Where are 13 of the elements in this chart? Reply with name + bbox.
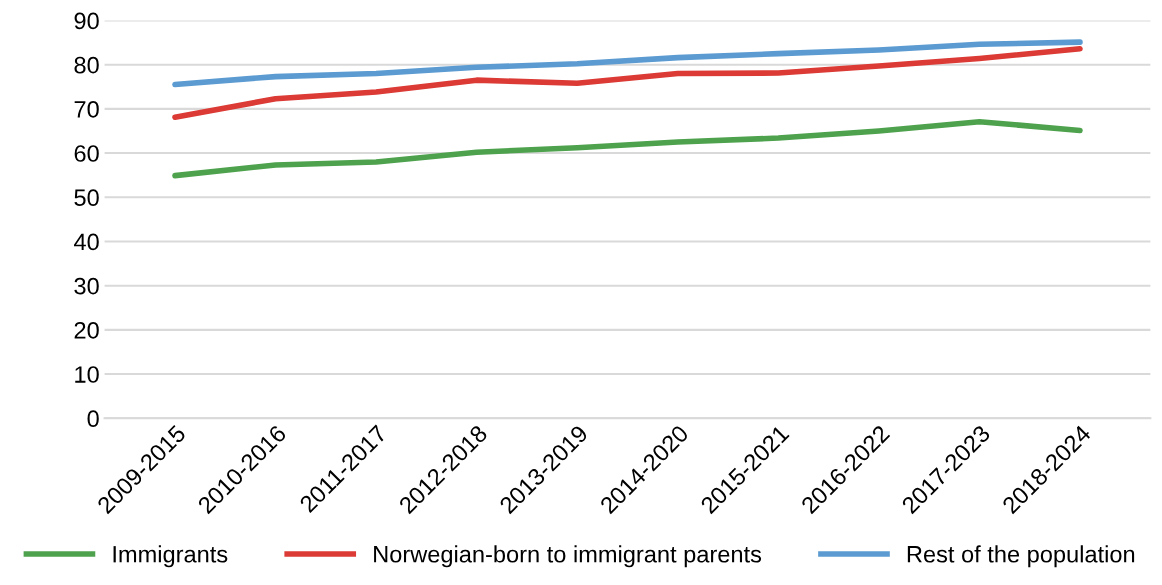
y-tick-label: 50 [74,189,99,207]
y-tick-label: 10 [75,366,99,383]
y-tick-label: 0 [87,410,99,428]
y-tick-label: 20 [74,321,99,339]
y-tick-label: 40 [74,233,99,251]
y-tick-label: 60 [74,145,99,162]
y-tick-label: 80 [74,56,99,74]
y-tick-label: 30 [74,277,99,295]
y-tick-label: 70 [74,100,99,118]
legend-label: Immigrants [113,545,228,568]
y-tick-label: 90 [74,12,99,30]
legend-label: Norwegian-born to immigrant parents [374,545,762,568]
legend-label: Rest of the population [907,545,1135,568]
